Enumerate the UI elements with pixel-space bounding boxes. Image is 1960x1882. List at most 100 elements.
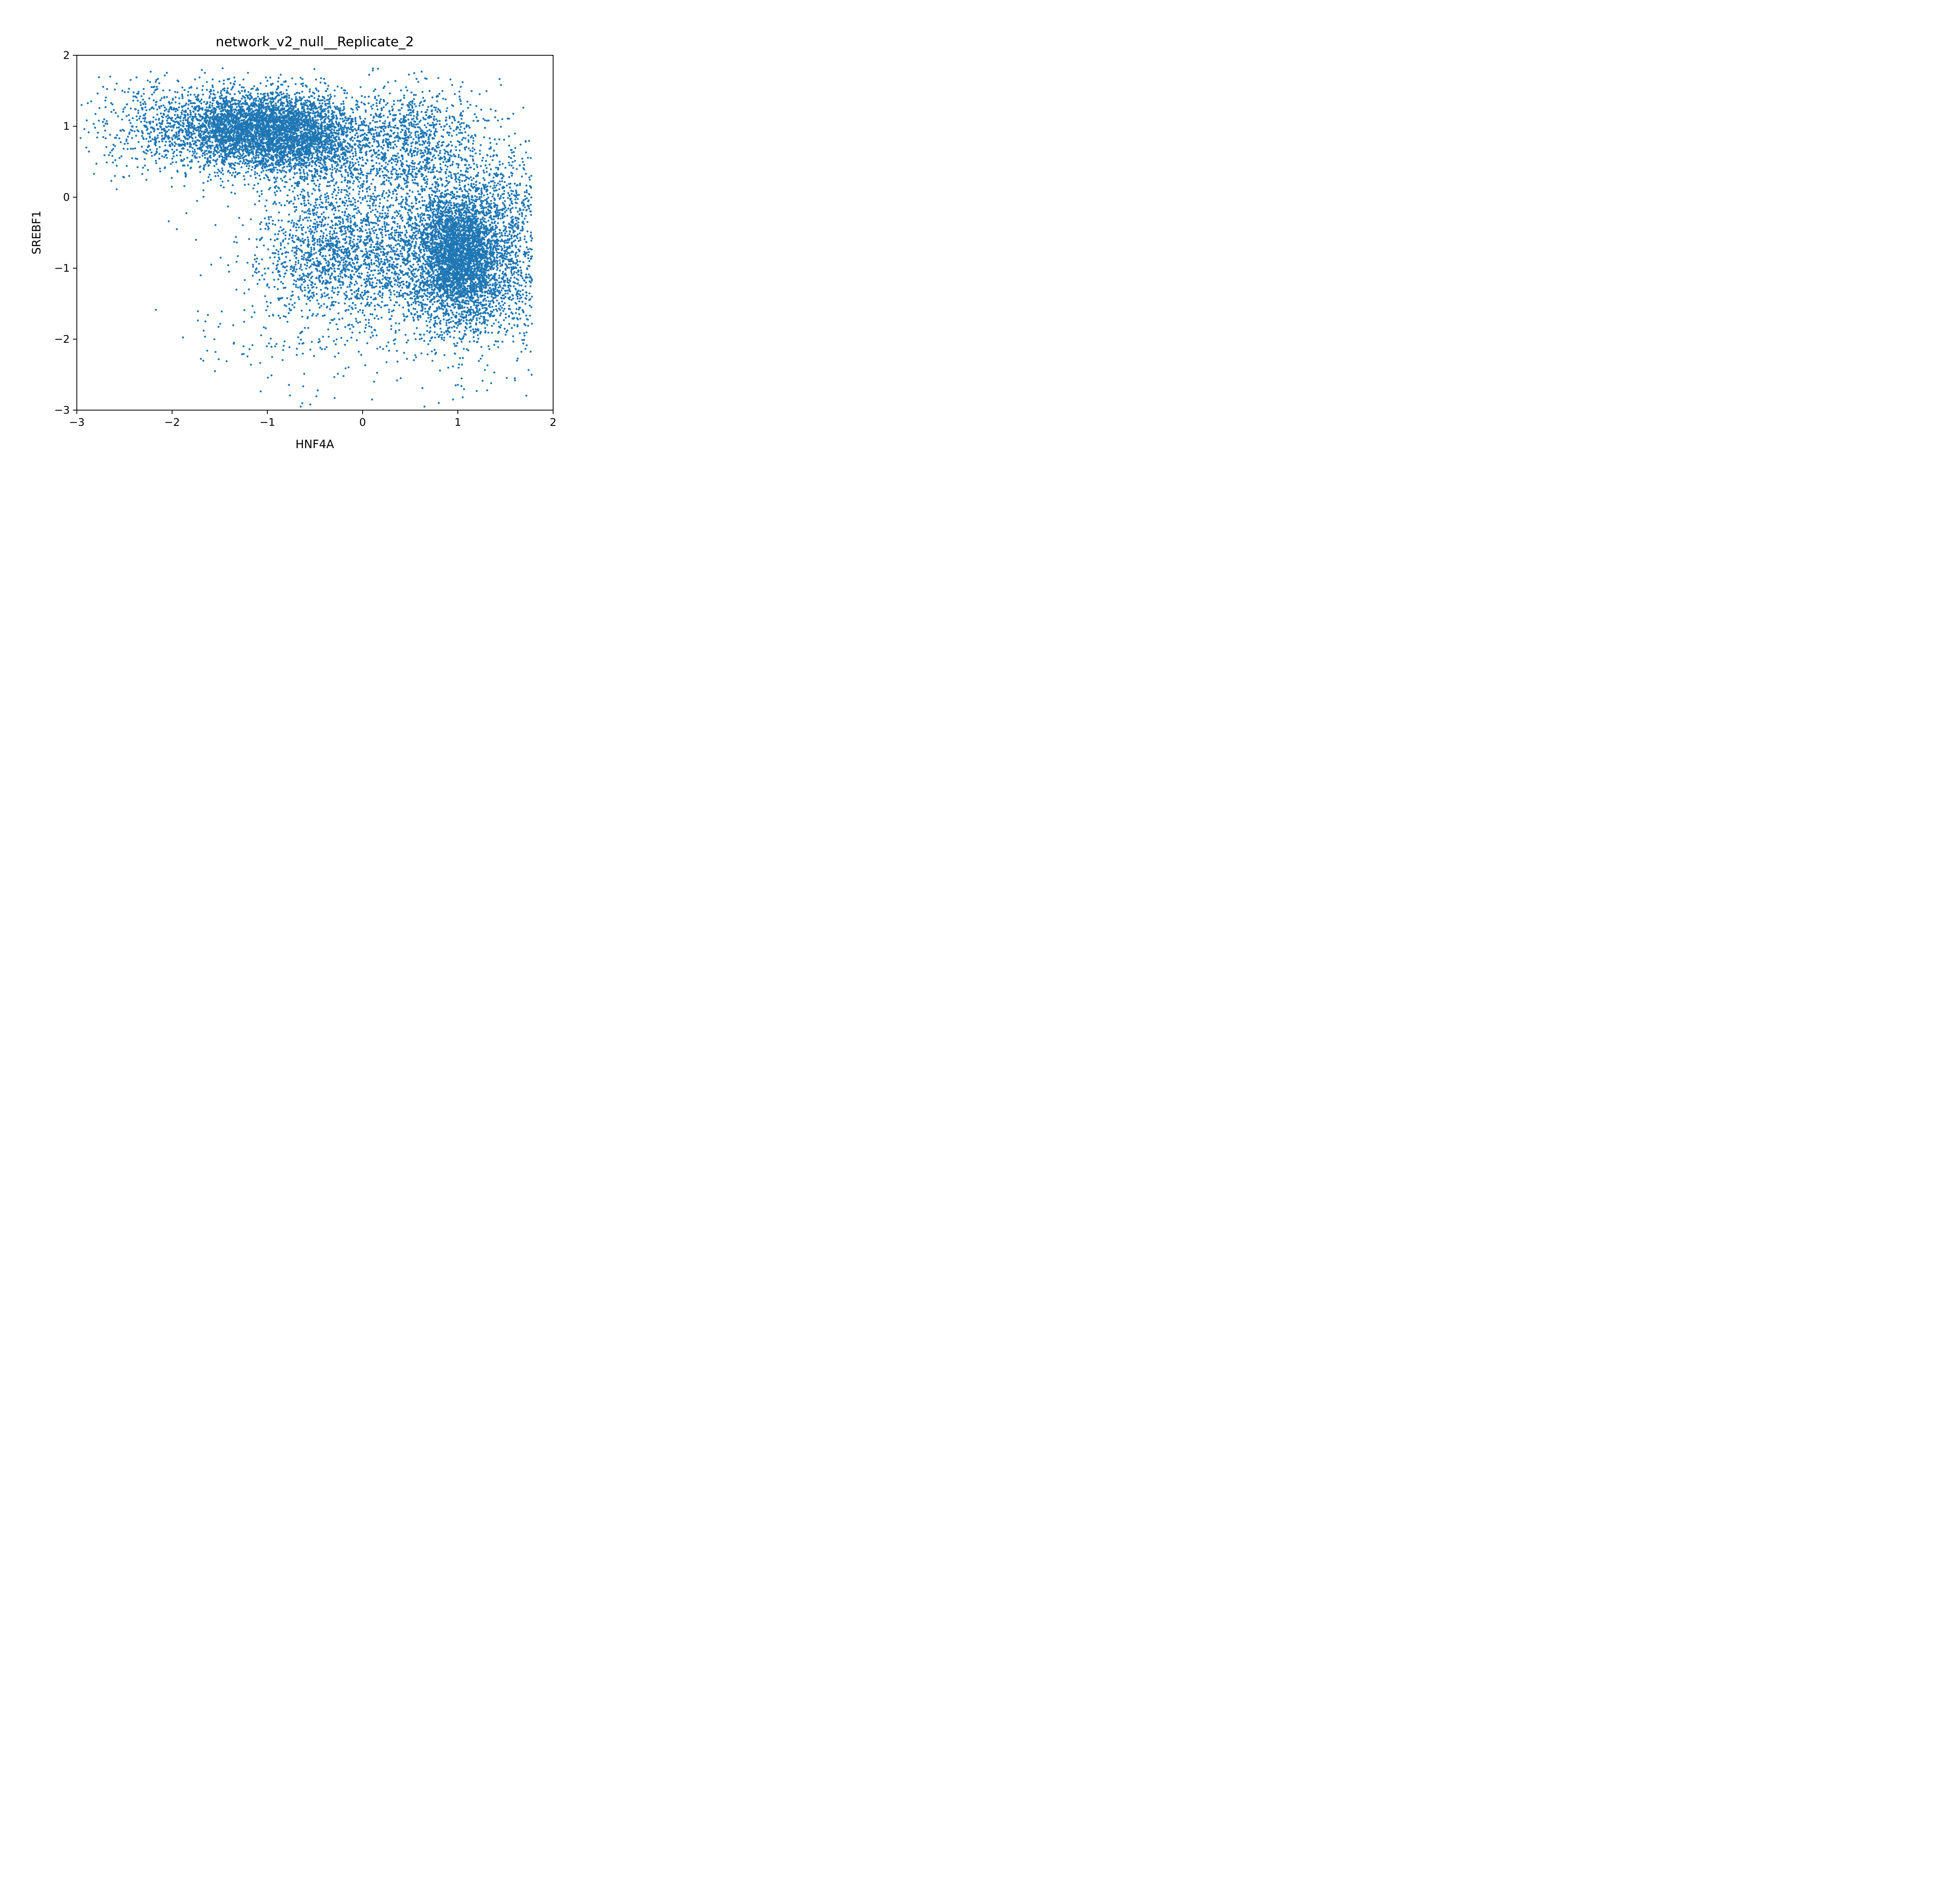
- data-point: [218, 139, 221, 142]
- data-point: [223, 163, 226, 166]
- data-point: [179, 120, 182, 122]
- data-point: [265, 85, 267, 87]
- data-point: [328, 129, 331, 131]
- data-point: [287, 133, 289, 135]
- data-point: [227, 78, 229, 80]
- data-point: [179, 124, 181, 126]
- data-point: [211, 102, 214, 105]
- data-point: [318, 102, 321, 105]
- data-point: [206, 89, 208, 91]
- data-point: [209, 156, 211, 158]
- data-point: [211, 78, 214, 81]
- data-point: [319, 137, 321, 140]
- data-point: [303, 110, 305, 113]
- data-point: [201, 124, 203, 126]
- data-point: [231, 124, 233, 127]
- data-point: [285, 121, 287, 124]
- data-point: [218, 151, 220, 153]
- data-point: [241, 98, 243, 100]
- data-point: [323, 121, 325, 124]
- data-point: [281, 161, 284, 163]
- data-point: [362, 159, 364, 161]
- data-point: [262, 102, 264, 104]
- data-point: [332, 102, 334, 104]
- data-point: [200, 144, 202, 146]
- data-point: [235, 126, 237, 129]
- data-point: [328, 134, 330, 136]
- data-point: [181, 113, 183, 115]
- data-point: [299, 137, 301, 140]
- data-point: [216, 123, 218, 125]
- data-point: [309, 108, 311, 110]
- data-point: [206, 102, 209, 104]
- data-point: [269, 168, 271, 171]
- data-point: [301, 85, 304, 87]
- data-point: [156, 136, 159, 139]
- data-point: [274, 149, 276, 152]
- data-point: [196, 144, 198, 147]
- data-point: [223, 151, 226, 154]
- data-point: [288, 102, 290, 105]
- data-point: [312, 120, 314, 122]
- data-point: [193, 94, 196, 96]
- data-point: [219, 121, 221, 124]
- data-point: [265, 174, 267, 176]
- data-point: [248, 160, 250, 163]
- data-point: [160, 112, 162, 114]
- data-point: [328, 147, 330, 150]
- data-point: [301, 107, 303, 110]
- data-point: [191, 159, 193, 161]
- data-point: [261, 193, 263, 195]
- data-point: [223, 118, 226, 120]
- data-point: [280, 91, 282, 93]
- data-point: [264, 142, 266, 144]
- data-point: [290, 105, 292, 108]
- data-point: [231, 167, 233, 169]
- data-point: [350, 149, 353, 152]
- data-point: [324, 142, 327, 144]
- data-point: [271, 144, 274, 146]
- data-point: [221, 67, 224, 69]
- data-point: [280, 171, 283, 173]
- data-point: [174, 114, 176, 116]
- data-point: [232, 138, 235, 140]
- data-point: [317, 119, 319, 121]
- data-point: [240, 111, 243, 113]
- data-point: [332, 114, 334, 116]
- data-point: [320, 153, 322, 156]
- data-point: [206, 81, 208, 83]
- data-point: [256, 121, 258, 124]
- data-point: [229, 172, 231, 174]
- data-point: [192, 111, 195, 113]
- data-point: [370, 183, 373, 185]
- data-point: [342, 103, 345, 105]
- data-point: [200, 102, 203, 105]
- data-point: [253, 113, 256, 115]
- data-point: [297, 152, 299, 154]
- data-point: [199, 136, 201, 138]
- data-point: [319, 81, 322, 84]
- data-point: [299, 76, 302, 79]
- data-point: [267, 103, 269, 105]
- data-point: [303, 138, 305, 140]
- data-point: [201, 69, 203, 71]
- data-point: [261, 142, 263, 145]
- data-point: [302, 82, 304, 85]
- data-point: [308, 96, 310, 98]
- data-point: [355, 152, 357, 154]
- data-point: [199, 171, 201, 173]
- data-point: [240, 119, 243, 122]
- data-point: [243, 160, 245, 162]
- data-point: [354, 137, 356, 140]
- data-point: [349, 156, 352, 158]
- data-point: [305, 102, 308, 104]
- data-point: [306, 99, 309, 102]
- data-point: [380, 145, 383, 148]
- data-point: [176, 149, 178, 151]
- data-point: [169, 140, 171, 143]
- data-point: [195, 129, 198, 132]
- data-point: [367, 102, 370, 104]
- data-point: [240, 139, 242, 142]
- data-point: [252, 110, 255, 113]
- data-point: [279, 163, 282, 166]
